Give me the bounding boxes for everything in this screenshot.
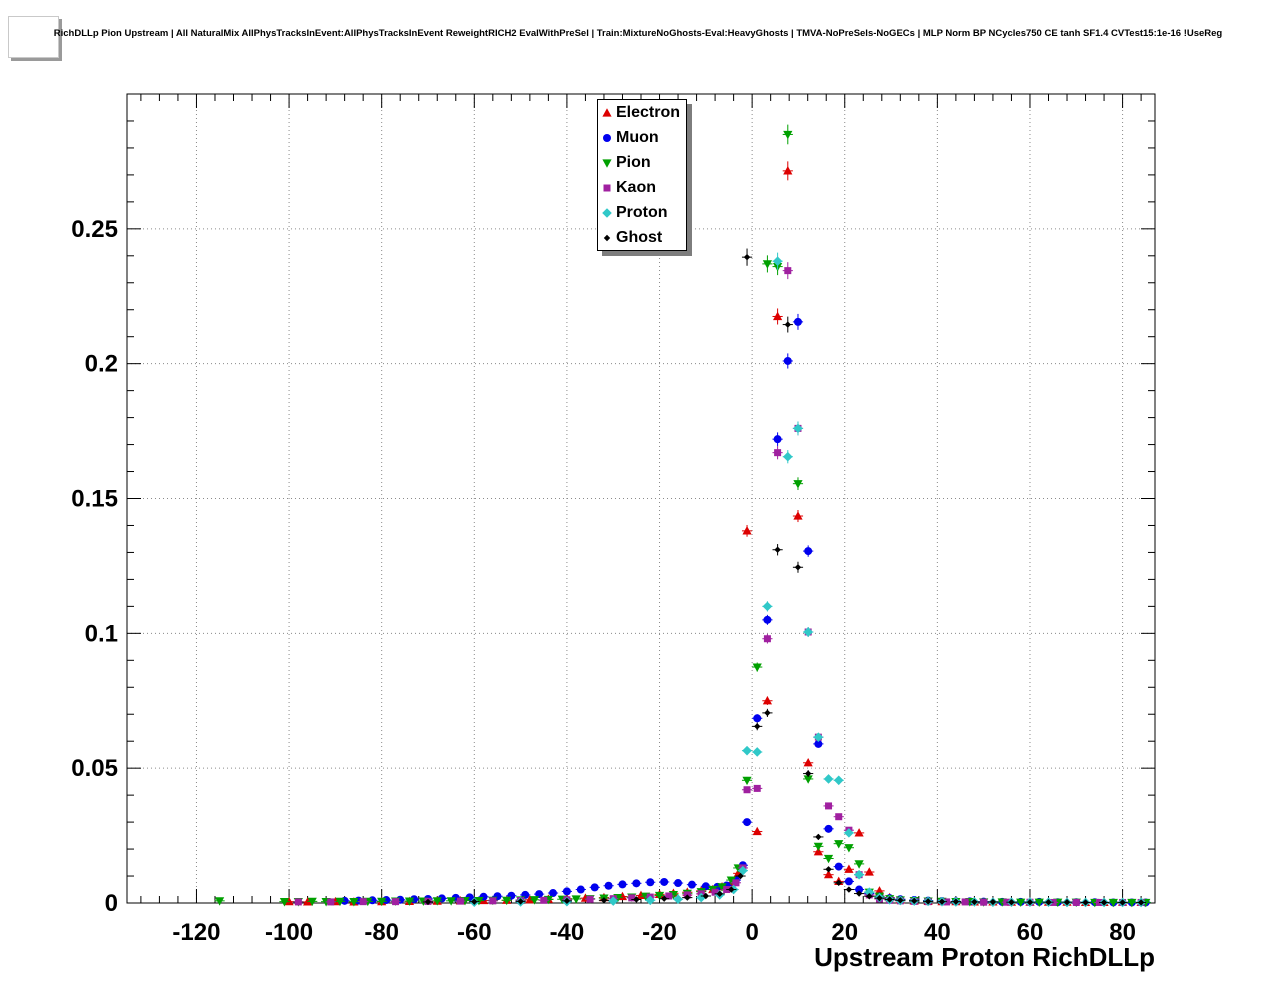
x-tick-label: -80 xyxy=(364,919,399,946)
series-muon xyxy=(339,313,1151,907)
x-tick-label: -20 xyxy=(642,919,677,946)
x-tick-label: 20 xyxy=(831,919,858,946)
legend-entry-electron: Electron xyxy=(598,100,686,125)
y-tick-label: 0.1 xyxy=(85,620,118,647)
ghost-marker-icon xyxy=(603,234,611,241)
legend-label: Muon xyxy=(616,128,659,146)
x-tick-label: 0 xyxy=(745,919,758,946)
plot-title: RichDLLp Pion Upstream | All NaturalMix … xyxy=(53,28,1223,39)
tick-labels: -120 -100 -80 -60 -40 -20 0 20 40 60 80 0 0.05 0.1 0.1… xyxy=(71,216,1136,946)
series-ghost xyxy=(422,248,1147,906)
legend: Electron Muon Pion Kaon Proton Ghost xyxy=(597,99,687,251)
x-tick-label: -60 xyxy=(457,919,492,946)
legend-label: Kaon xyxy=(616,178,656,196)
y-tick-label: 0.05 xyxy=(71,755,118,782)
kaon-marker-icon xyxy=(603,184,611,191)
proton-marker-icon xyxy=(602,207,612,218)
y-tick-label: 0.2 xyxy=(85,351,118,378)
y-tick-label: 0 xyxy=(105,890,118,917)
legend-label: Pion xyxy=(616,153,651,171)
gridlines xyxy=(127,94,1155,903)
x-tick-label: 60 xyxy=(1017,919,1044,946)
series-electron xyxy=(283,161,1147,907)
y-tick-label: 0.15 xyxy=(71,486,118,513)
corner-pave xyxy=(8,16,59,58)
legend-entry-pion: Pion xyxy=(598,150,686,175)
x-tick-label: 40 xyxy=(924,919,951,946)
electron-marker-icon xyxy=(602,107,612,117)
series-proton xyxy=(469,252,1147,908)
legend-entry-ghost: Ghost xyxy=(598,225,686,250)
x-tick-label: 80 xyxy=(1109,919,1136,946)
legend-label: Proton xyxy=(616,203,668,221)
pion-marker-icon xyxy=(602,158,612,168)
legend-entry-muon: Muon xyxy=(598,125,686,150)
x-axis-title: Upstream Proton RichDLLp xyxy=(814,942,1155,972)
muon-marker-icon xyxy=(603,133,611,142)
legend-entry-kaon: Kaon xyxy=(598,175,686,200)
x-tick-label: -120 xyxy=(172,919,220,946)
series-kaon xyxy=(293,262,1147,906)
x-tick-label: -100 xyxy=(265,919,313,946)
legend-label: Ghost xyxy=(616,228,663,246)
y-tick-label: 0.25 xyxy=(71,216,118,243)
legend-entry-proton: Proton xyxy=(598,200,686,225)
x-tick-label: -40 xyxy=(550,919,585,946)
legend-label: Electron xyxy=(616,103,681,121)
